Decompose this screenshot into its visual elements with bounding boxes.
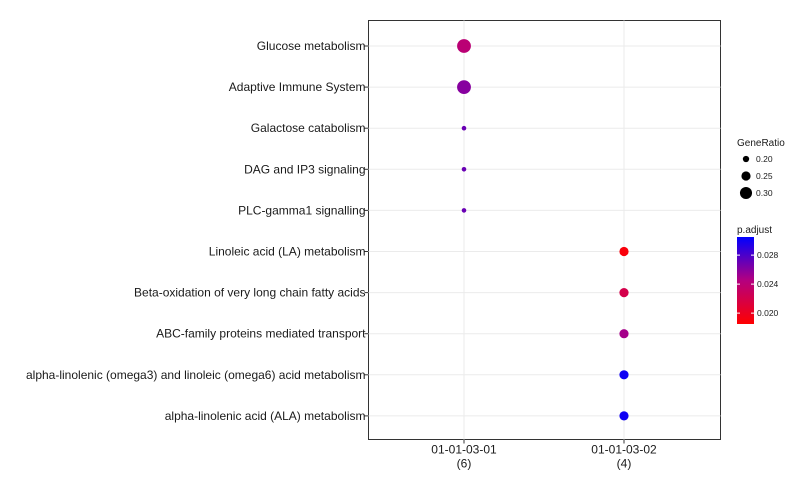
y-tick-label: alpha-linolenic (omega3) and linoleic (o… [26,368,366,382]
generatio-legend-title: GeneRatio [737,138,785,149]
y-tick-label: Adaptive Immune System [229,80,366,94]
generatio-legend-label: 0.30 [756,188,773,198]
data-point [461,125,467,131]
generatio-legend-dot [739,186,753,200]
padjust-tick-label: 0.020 [757,308,779,318]
y-tick-label: ABC-family proteins mediated transport [156,327,366,341]
data-point [619,411,629,421]
data-point [457,80,471,95]
y-tick-label: DAG and IP3 signaling [244,162,365,176]
padjust-legend-title: p.adjust [737,225,772,236]
padjust-tick-label: 0.028 [757,250,779,260]
x-tick-label: 01-01-03-02 [591,443,657,457]
data-points [457,39,629,421]
generatio-legend-label: 0.20 [756,154,773,164]
generatio-legend-dot [742,155,750,163]
data-point [457,39,471,53]
data-point [461,167,467,172]
plot-panel [368,20,721,440]
y-tick-label: Linoleic acid (LA) metabolism [209,245,366,259]
padjust-colorbar [737,237,754,324]
x-tick-count: (6) [457,457,472,471]
data-point [461,208,467,213]
generatio-legend-label: 0.25 [756,171,773,181]
x-tick-count: (4) [617,457,632,471]
padjust-legend: p.adjust 0.020 0.024 0.028 [737,225,779,324]
y-tick-label: PLC-gamma1 signalling [238,203,365,217]
x-axis-labels: 01-01-03-01(6) 01-01-03-02(4) [431,439,657,471]
x-tick-label: 01-01-03-01 [431,443,497,457]
padjust-tick-label: 0.024 [757,279,779,289]
data-point [619,370,629,380]
y-tick-label: Beta-oxidation of very long chain fatty … [134,286,365,300]
y-tick-label: Glucose metabolism [257,39,366,53]
data-point [619,288,629,298]
generatio-legend-dot [741,171,751,181]
y-tick-label: alpha-linolenic acid (ALA) metabolism [165,409,366,423]
y-tick-label: Galactose catabolism [251,121,366,135]
data-point [619,329,629,339]
generatio-legend: GeneRatio 0.20 0.25 0.30 [737,138,785,200]
data-point [619,246,629,257]
y-axis-labels: Glucose metabolism Adaptive Immune System… [26,39,369,423]
grid-lines [368,20,721,440]
